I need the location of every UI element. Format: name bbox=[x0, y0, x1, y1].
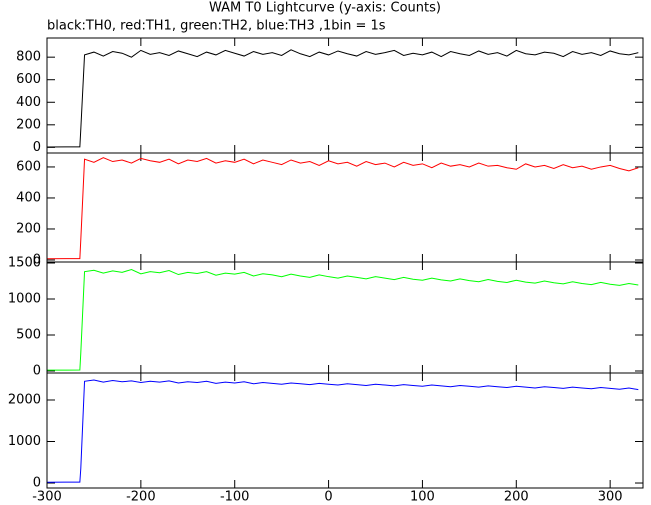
y-tick-label: 500 bbox=[16, 327, 41, 342]
series-line bbox=[46, 379, 639, 483]
y-tick-label: 200 bbox=[16, 117, 41, 132]
x-tick-label: -200 bbox=[126, 490, 156, 505]
y-tick-label: 600 bbox=[16, 159, 41, 174]
y-tick-label: 0 bbox=[33, 476, 41, 491]
y-tick-label: 400 bbox=[16, 190, 41, 205]
x-tick-label: -300 bbox=[32, 490, 62, 505]
y-tick-label: 600 bbox=[16, 72, 41, 87]
series-line bbox=[46, 157, 639, 260]
panel-frame bbox=[46, 372, 644, 489]
y-tick-label: 0 bbox=[33, 363, 41, 378]
y-tick-label: 0 bbox=[33, 140, 41, 155]
x-tick-label: 200 bbox=[504, 490, 529, 505]
y-tick-label: 1000 bbox=[8, 292, 41, 307]
series-line bbox=[47, 268, 639, 371]
y-tick-label: 1500 bbox=[8, 256, 41, 271]
x-tick-label: 100 bbox=[410, 490, 435, 505]
x-tick-label: 0 bbox=[324, 490, 332, 505]
y-tick-label: 200 bbox=[16, 221, 41, 236]
y-tick-label: 0 bbox=[33, 252, 41, 267]
y-tick-label: 1000 bbox=[8, 434, 41, 449]
x-tick-label: 300 bbox=[598, 490, 623, 505]
panel-frame bbox=[46, 261, 644, 374]
chart-title: WAM T0 Lightcurve (y-axis: Counts) bbox=[209, 1, 441, 16]
x-tick-label: -100 bbox=[220, 490, 250, 505]
panel-frame bbox=[46, 152, 644, 263]
series-line bbox=[46, 49, 639, 148]
panel-frame bbox=[46, 37, 644, 154]
y-tick-label: 2000 bbox=[8, 392, 41, 407]
y-tick-label: 800 bbox=[16, 50, 41, 65]
y-tick-label: 400 bbox=[16, 95, 41, 110]
chart-subtitle: black:TH0, red:TH1, green:TH2, blue:TH3 … bbox=[47, 19, 386, 34]
